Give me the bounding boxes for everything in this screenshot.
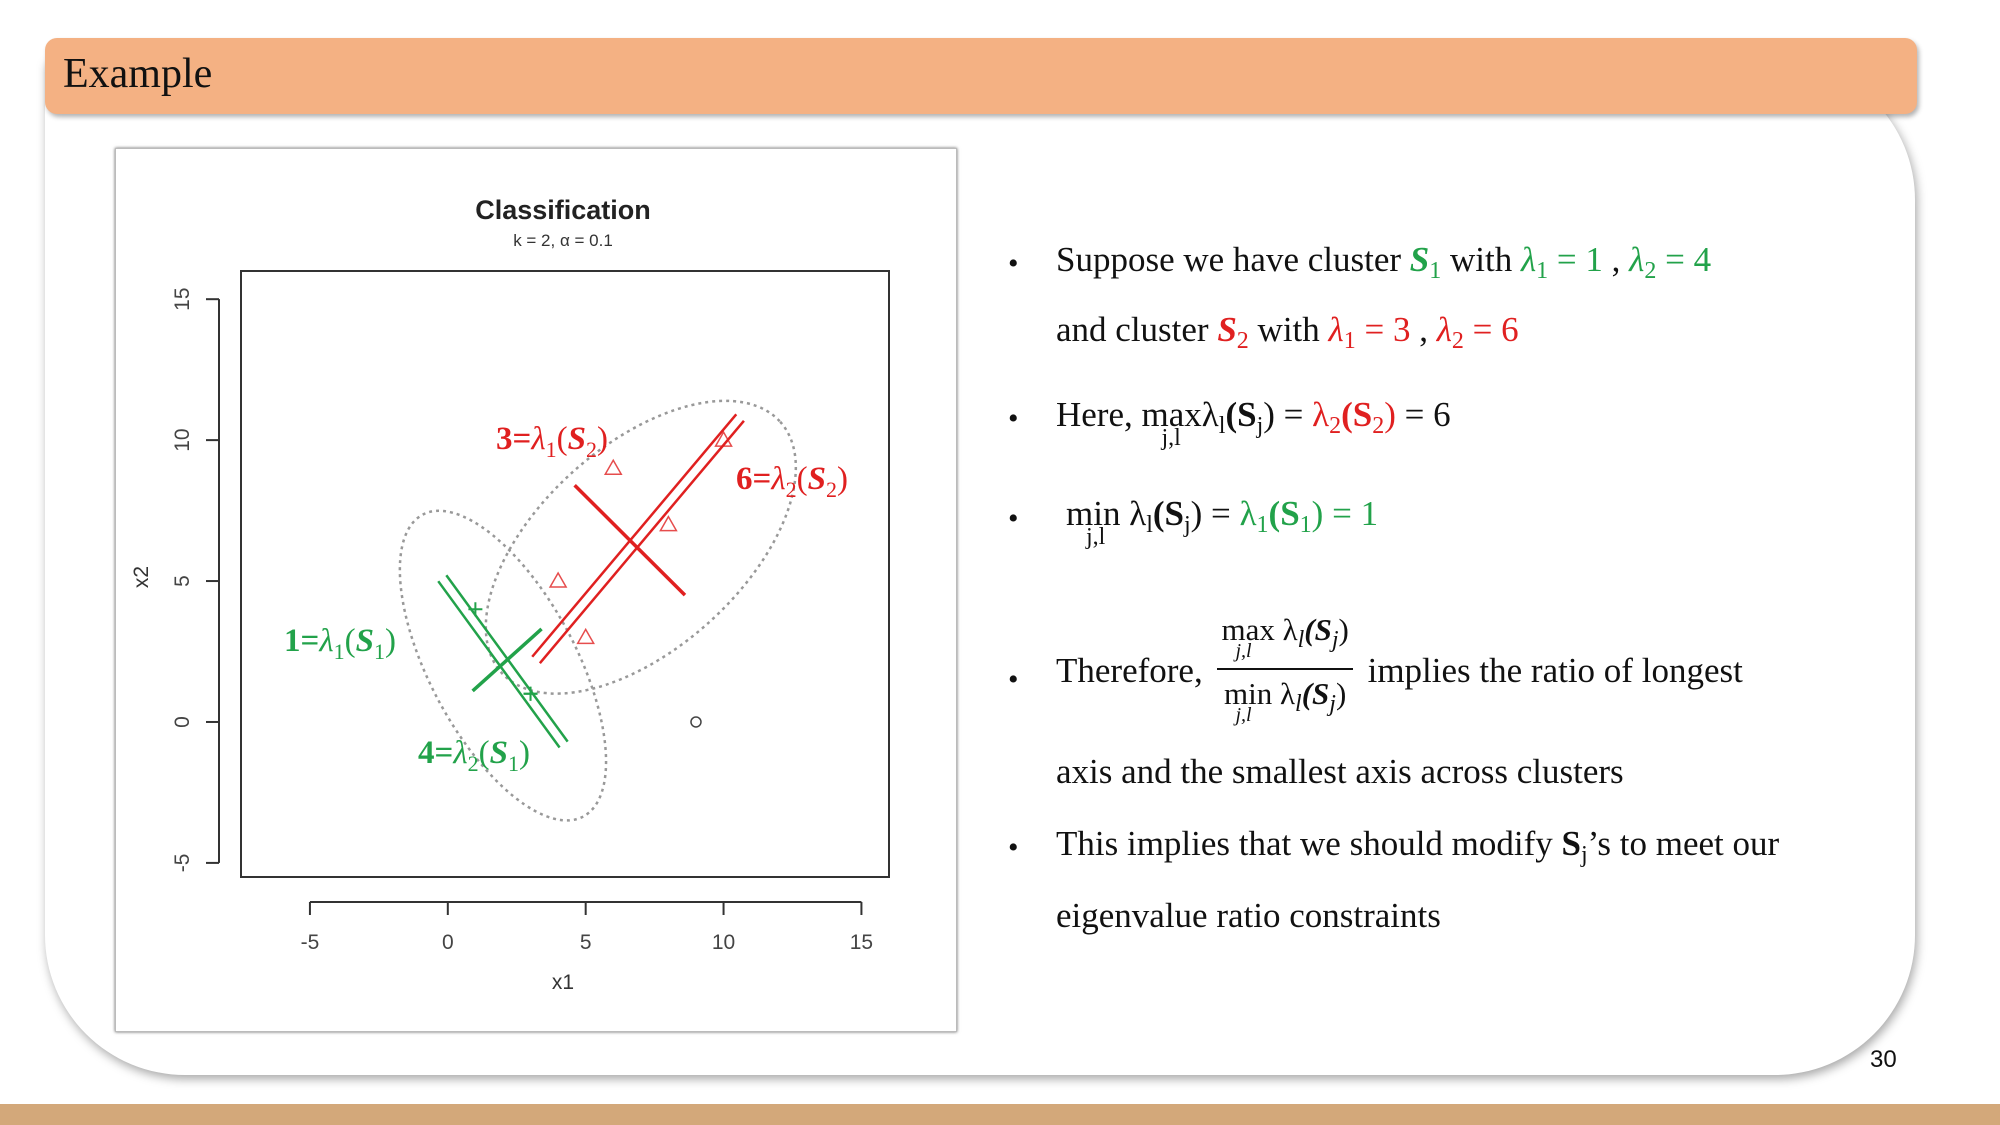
point-cluster-s2 bbox=[548, 571, 568, 588]
cluster-s2-minor-axis bbox=[573, 483, 687, 597]
bullet-dot: • bbox=[1008, 402, 1019, 435]
bullet-1-line-2: and cluster S2 with λ1 = 3 , λ2 = 6 bbox=[1056, 310, 1519, 354]
point-cluster-s1 bbox=[523, 686, 538, 701]
annotation-lambda1-s1: 1=λ1(S1) bbox=[284, 623, 396, 664]
bullet-dot: • bbox=[1008, 663, 1019, 696]
slide-title: Example bbox=[63, 51, 213, 97]
y-tick-label: 10 bbox=[171, 428, 194, 451]
x-tick-label: 0 bbox=[442, 931, 454, 954]
cluster-s2-major-axis-b bbox=[531, 413, 738, 658]
point-cluster-s2 bbox=[603, 458, 623, 476]
y-tick-label: 15 bbox=[171, 288, 194, 311]
bullet-dot: • bbox=[1008, 831, 1019, 864]
bullet-4-line-1: Therefore, max λl(Sj) j,l min λl(Sj) j,l im… bbox=[1056, 612, 1743, 730]
point-cluster-s1 bbox=[468, 602, 483, 617]
page-number: 30 bbox=[1870, 1046, 1897, 1073]
point-cluster-s2 bbox=[659, 515, 678, 532]
chart-subtitle: k = 2, α = 0.1 bbox=[513, 231, 613, 250]
chart-title: Classification bbox=[475, 195, 651, 225]
x-tick-label: 10 bbox=[712, 931, 735, 954]
x-axis-label: x1 bbox=[552, 971, 574, 994]
ratio-fraction: max λl(Sj) j,l min λl(Sj) j,l bbox=[1217, 612, 1353, 730]
bullet-dot: • bbox=[1008, 247, 1019, 280]
bullet-4-line-2: axis and the smallest axis across cluste… bbox=[1056, 752, 1624, 791]
x-tick-label: 15 bbox=[850, 931, 873, 954]
cluster-s1-major-axis-a bbox=[437, 580, 561, 749]
annotation-lambda1-s2: 3=λ1(S2) bbox=[496, 421, 608, 462]
cluster-s2-major-axis-a bbox=[538, 419, 745, 664]
cluster-s2-ellipse bbox=[484, 399, 798, 695]
slide-header: Example bbox=[45, 38, 1917, 114]
classification-plot: Classification k = 2, α = 0.1 -5 0 5 10 15 -5… bbox=[130, 195, 890, 994]
bullet-5-line-2: eigenvalue ratio constraints bbox=[1056, 896, 1441, 935]
bullet-2: Here, max j,l λl(Sj) = λ2(S2) = 6 bbox=[1056, 395, 1451, 451]
x-tick-label: -5 bbox=[301, 931, 320, 954]
annotation-lambda2-s1: 4=λ2(S1) bbox=[418, 735, 530, 776]
footer-bar bbox=[0, 1104, 2000, 1125]
y-tick-label: 5 bbox=[171, 575, 194, 587]
bullet-1-line-1: Suppose we have cluster S1 with λ1 = 1 ,… bbox=[1056, 240, 1712, 284]
y-tick-label: -5 bbox=[171, 854, 194, 873]
cluster-s1-minor-axis bbox=[471, 627, 543, 693]
bullet-dot: • bbox=[1008, 502, 1019, 535]
plot-frame bbox=[240, 270, 890, 878]
point-cluster-s2 bbox=[576, 627, 595, 645]
bullet-3: min j,l λl(Sj) = λ1(S1) = 1 bbox=[1066, 494, 1379, 550]
y-axis-label: x2 bbox=[130, 566, 153, 588]
x-tick-label: 5 bbox=[580, 931, 592, 954]
cluster-s1-ellipse bbox=[398, 509, 608, 822]
y-tick-label: 0 bbox=[171, 716, 194, 728]
bullet-5-line-1: This implies that we should modify Sj’s … bbox=[1056, 824, 1780, 868]
point-outlier bbox=[690, 716, 702, 728]
point-cluster-s2 bbox=[714, 430, 733, 447]
classification-figure: Classification k = 2, α = 0.1 -5 0 5 10 15 -5… bbox=[115, 148, 957, 1032]
annotation-lambda2-s2: 6=λ2(S2) bbox=[736, 461, 848, 502]
